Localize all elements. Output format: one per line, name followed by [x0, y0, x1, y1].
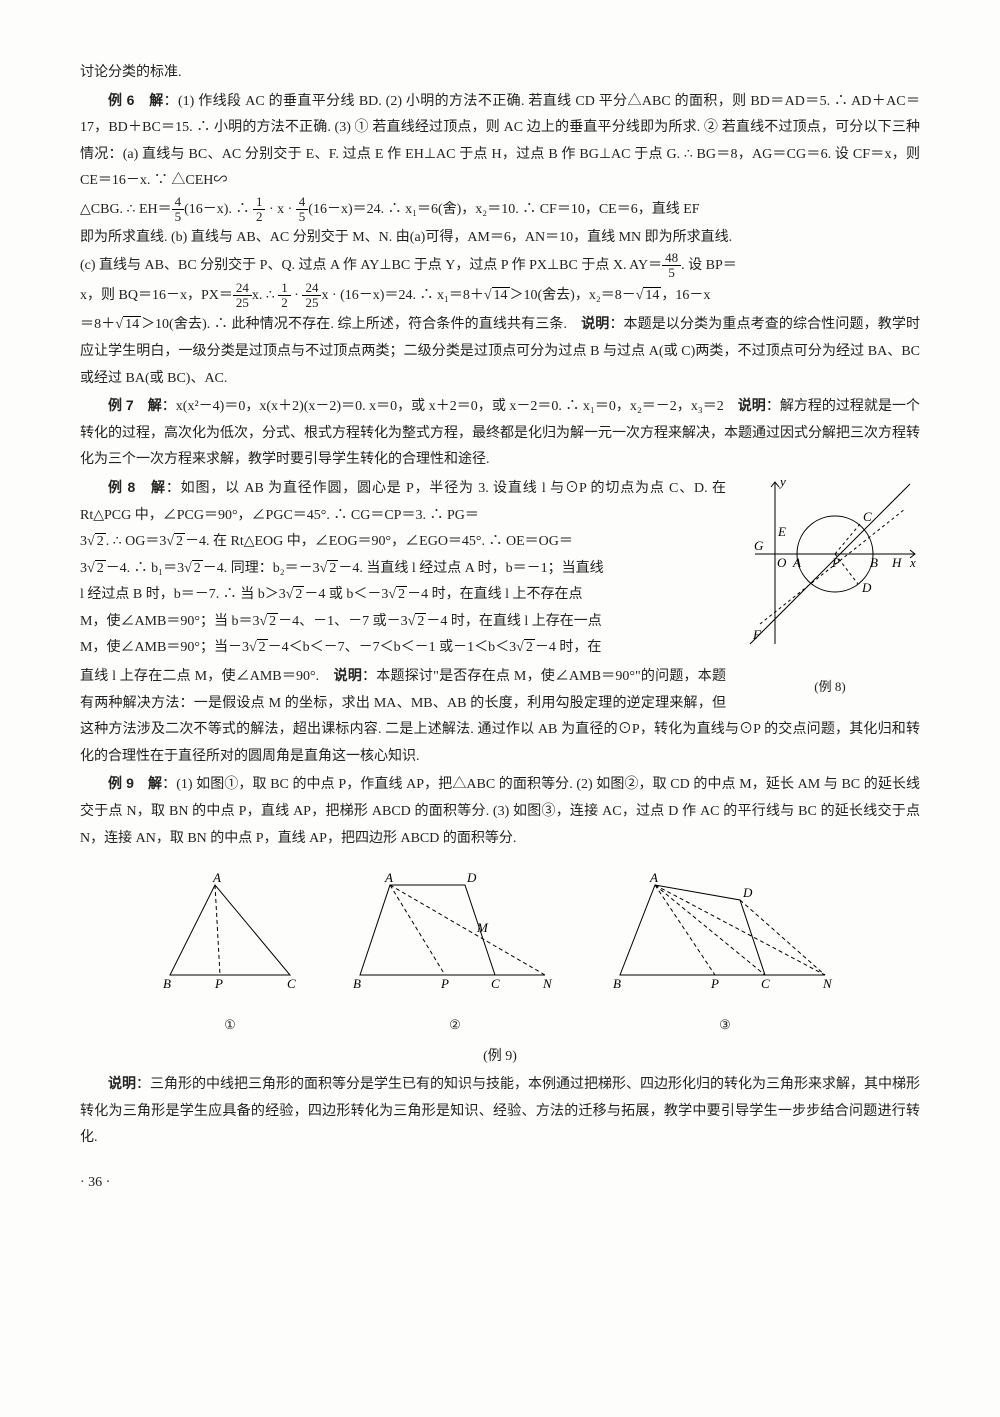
ex6-label: 例 6 解 [108, 92, 164, 108]
ex7-shuoming-label: 说明 [738, 397, 766, 413]
ex8-shuoming-label: 说明 [334, 667, 362, 683]
ex6-p6: ＝8＋14＞10(舍去). ∴ 此种情况不存在. 综上所述，符合条件的直线共有三… [80, 310, 920, 392]
svg-text:P: P [831, 555, 840, 570]
ex7: 例 7 解：x(x²－4)＝0，x(x＋2)(x－2)＝0. x＝0，或 x＋2… [80, 392, 920, 474]
svg-text:M: M [476, 920, 489, 935]
ex6-p5: x，则 BQ＝16－x，PX＝2425x. ∴ 12 · 2425x · (16… [80, 281, 920, 311]
svg-text:N: N [822, 976, 833, 991]
svg-text:P: P [214, 976, 223, 991]
figure-ex8: y x G O A P B H E C D F (例 8) [740, 474, 920, 699]
svg-text:D: D [742, 885, 753, 900]
svg-text:H: H [891, 555, 902, 570]
svg-text:E: E [777, 524, 786, 539]
ex8-label: 例 8 解 [108, 479, 166, 495]
ex6-p4: (c) 直线与 AB、BC 分别交于 P、Q. 过点 A 作 AY⊥BC 于点 … [80, 251, 920, 281]
svg-text:x: x [909, 555, 916, 570]
ex9-shuoming: 说明：三角形的中线把三角形的面积等分是学生已有的知识与技能，本例通过把梯形、四边… [80, 1070, 920, 1152]
svg-text:C: C [761, 976, 770, 991]
svg-text:D: D [861, 580, 872, 595]
svg-text:B: B [163, 976, 171, 991]
svg-text:B: B [870, 555, 878, 570]
ex8-caption: (例 8) [740, 675, 920, 700]
svg-text:A: A [212, 870, 221, 885]
ex9-caption: (例 9) [80, 1044, 920, 1071]
ex9-body: 例 9 解：(1) 如图①，取 BC 的中点 P，作直线 AP，把△ABC 的面… [80, 770, 920, 852]
svg-text:A: A [792, 555, 801, 570]
figure-ex9-2: A D M B P C N ② [345, 870, 565, 1037]
svg-text:P: P [710, 976, 719, 991]
svg-text:D: D [466, 870, 477, 885]
ex6-shuoming-label: 说明 [581, 315, 609, 331]
svg-text:C: C [863, 509, 872, 524]
figure-ex9-3: A D B P C N ③ [605, 870, 845, 1037]
ex6-p1: 例 6 解：(1) 作线段 AC 的垂直平分线 BD. (2) 小明的方法不正确… [80, 87, 920, 195]
ex6-p2: △CBG. ∴ EH＝45(16－x). ∴ 12 · x · 45(16－x)… [80, 195, 920, 225]
ex7-label: 例 7 解 [108, 397, 162, 413]
svg-text:A: A [384, 870, 393, 885]
ex8-svg: y x G O A P B H E C D F [740, 474, 920, 664]
svg-text:G: G [754, 538, 764, 553]
ex9-label: 例 9 解 [108, 775, 162, 791]
intro-line: 讨论分类的标准. [80, 60, 920, 87]
svg-text:F: F [752, 627, 762, 642]
svg-text:C: C [491, 976, 500, 991]
ex6-p3: 即为所求直线. (b) 直线与 AB、AC 分别交于 M、N. 由(a)可得，A… [80, 225, 920, 252]
svg-text:C: C [287, 976, 296, 991]
svg-text:O: O [777, 555, 787, 570]
ex9-shuoming-label: 说明 [108, 1075, 136, 1091]
svg-text:P: P [440, 976, 449, 991]
figure-ex9-row: A B P C ① A D M B P C N ② [80, 870, 920, 1037]
figure-ex9-1: A B P C ① [155, 870, 305, 1037]
svg-text:A: A [649, 870, 658, 885]
svg-text:N: N [542, 976, 553, 991]
svg-text:B: B [613, 976, 621, 991]
page-footer: · 36 · [80, 1170, 920, 1197]
svg-text:B: B [353, 976, 361, 991]
svg-text:y: y [778, 474, 786, 489]
